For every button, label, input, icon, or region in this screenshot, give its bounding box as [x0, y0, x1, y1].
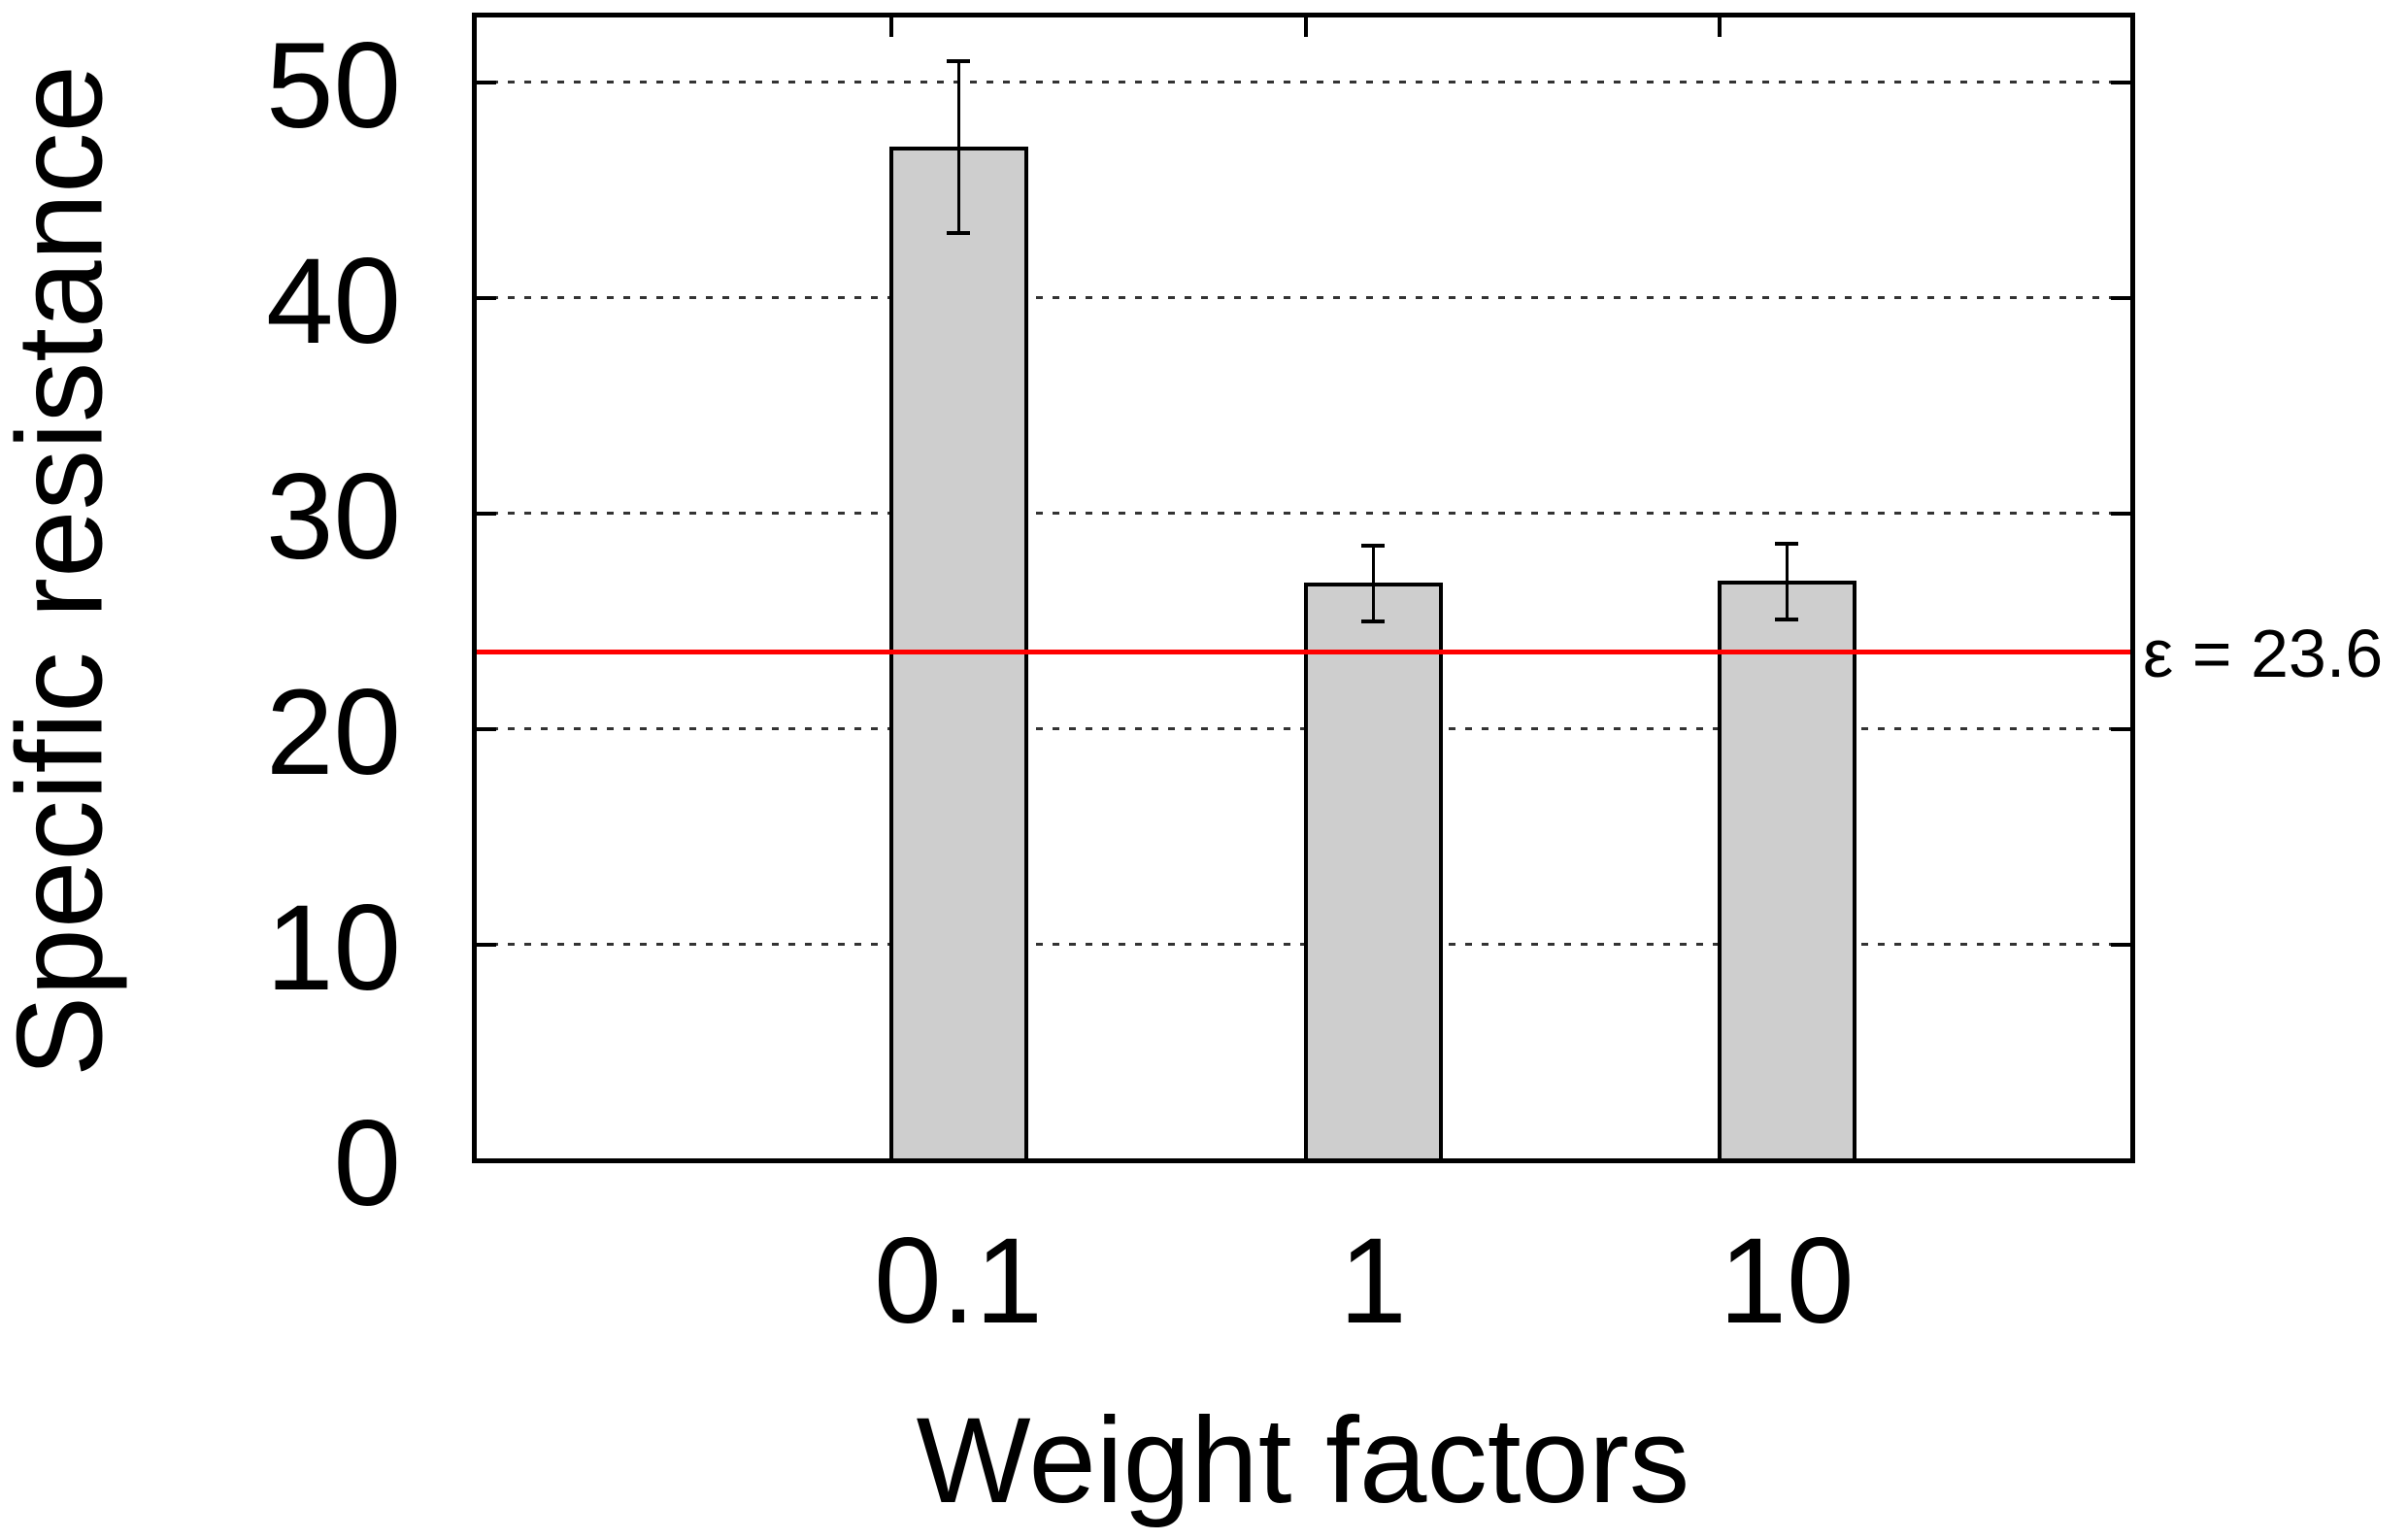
error-cap-top-1	[1361, 544, 1385, 549]
error-cap-bottom-10	[1775, 617, 1798, 621]
y-tick-right-40	[2111, 295, 2132, 300]
error-cap-top-0.1	[947, 58, 970, 63]
y-tick-label-40: 40	[265, 233, 401, 369]
error-cap-top-10	[1775, 541, 1798, 546]
y-tick-left-50	[475, 80, 496, 84]
y-tick-label-20: 20	[265, 664, 401, 800]
y-tick-right-20	[2111, 726, 2132, 731]
gridline-y30	[475, 512, 2132, 516]
plot-area	[475, 16, 2132, 1162]
reference-line-label: ε = 23.6	[2143, 616, 2384, 691]
error-cap-bottom-1	[1361, 619, 1385, 623]
bar-1	[1303, 582, 1443, 1160]
error-bar-1	[1371, 546, 1375, 621]
x-tick-top-1	[1303, 16, 1308, 37]
y-tick-left-30	[475, 511, 496, 516]
y-tick-right-10	[2111, 942, 2132, 947]
error-bar-0.1	[956, 60, 960, 234]
gridline-y50	[475, 81, 2132, 84]
x-tick-label-10: 10	[1719, 1214, 1855, 1349]
y-tick-right-0	[2111, 1158, 2132, 1162]
x-axis-title: Weight factors	[916, 1393, 1690, 1528]
x-tick-top-10	[1717, 16, 1722, 37]
y-tick-left-20	[475, 726, 496, 731]
y-tick-right-50	[2111, 80, 2132, 84]
bar-10	[1717, 580, 1856, 1160]
y-tick-label-10: 10	[265, 880, 401, 1016]
y-tick-left-40	[475, 295, 496, 300]
x-tick-label-1: 1	[1339, 1214, 1407, 1349]
y-tick-label-0: 0	[333, 1096, 401, 1231]
reference-line	[475, 649, 2132, 654]
gridline-y40	[475, 296, 2132, 300]
error-cap-bottom-0.1	[947, 231, 970, 236]
y-tick-left-0	[475, 1158, 496, 1162]
y-axis-title: Specific resistance	[0, 64, 128, 1078]
y-tick-right-30	[2111, 511, 2132, 516]
y-tick-label-30: 30	[265, 449, 401, 585]
y-tick-label-50: 50	[265, 17, 401, 153]
x-tick-top-0.1	[888, 16, 893, 37]
y-tick-left-10	[475, 942, 496, 947]
x-tick-label-0.1: 0.1	[874, 1214, 1043, 1349]
error-bar-10	[1785, 543, 1789, 619]
